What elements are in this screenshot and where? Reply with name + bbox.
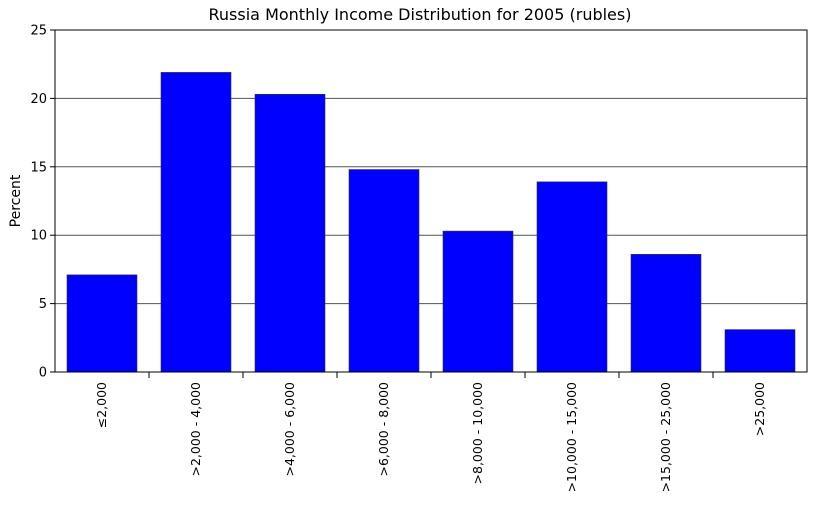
bar bbox=[536, 181, 608, 373]
x-tick-label: >15,000 - 25,000 bbox=[658, 382, 673, 492]
x-tick-label: >4,000 - 6,000 bbox=[282, 382, 297, 477]
bar bbox=[724, 329, 796, 373]
y-tick-label: 20 bbox=[30, 92, 47, 107]
bar bbox=[348, 169, 420, 373]
bar bbox=[442, 230, 514, 373]
y-tick-label: 10 bbox=[30, 229, 47, 244]
y-tick-label: 5 bbox=[39, 297, 47, 312]
chart-title: Russia Monthly Income Distribution for 2… bbox=[209, 5, 632, 24]
y-tick-label: 25 bbox=[30, 24, 47, 39]
x-tick-label: >6,000 - 8,000 bbox=[376, 382, 391, 477]
x-axis-ticks: ≤2,000 >2,000 - 4,000 >4,000 - 6,000 >6,000… bbox=[94, 372, 767, 492]
bar bbox=[160, 72, 232, 373]
bars bbox=[66, 72, 796, 373]
y-tick-label: 0 bbox=[39, 366, 47, 381]
bar bbox=[630, 254, 702, 373]
x-tick-label: >2,000 - 4,000 bbox=[188, 382, 203, 477]
bar bbox=[66, 274, 138, 373]
y-axis-ticks: 0 5 10 15 20 25 bbox=[30, 24, 55, 381]
x-tick-label: >10,000 - 15,000 bbox=[564, 382, 579, 492]
y-axis-label: Percent bbox=[8, 174, 24, 227]
x-tick-label: >8,000 - 10,000 bbox=[470, 382, 485, 485]
x-tick-label: ≤2,000 bbox=[94, 382, 109, 428]
x-tick-label: >25,000 bbox=[752, 382, 767, 436]
y-tick-label: 15 bbox=[30, 160, 47, 175]
bar bbox=[254, 93, 326, 373]
